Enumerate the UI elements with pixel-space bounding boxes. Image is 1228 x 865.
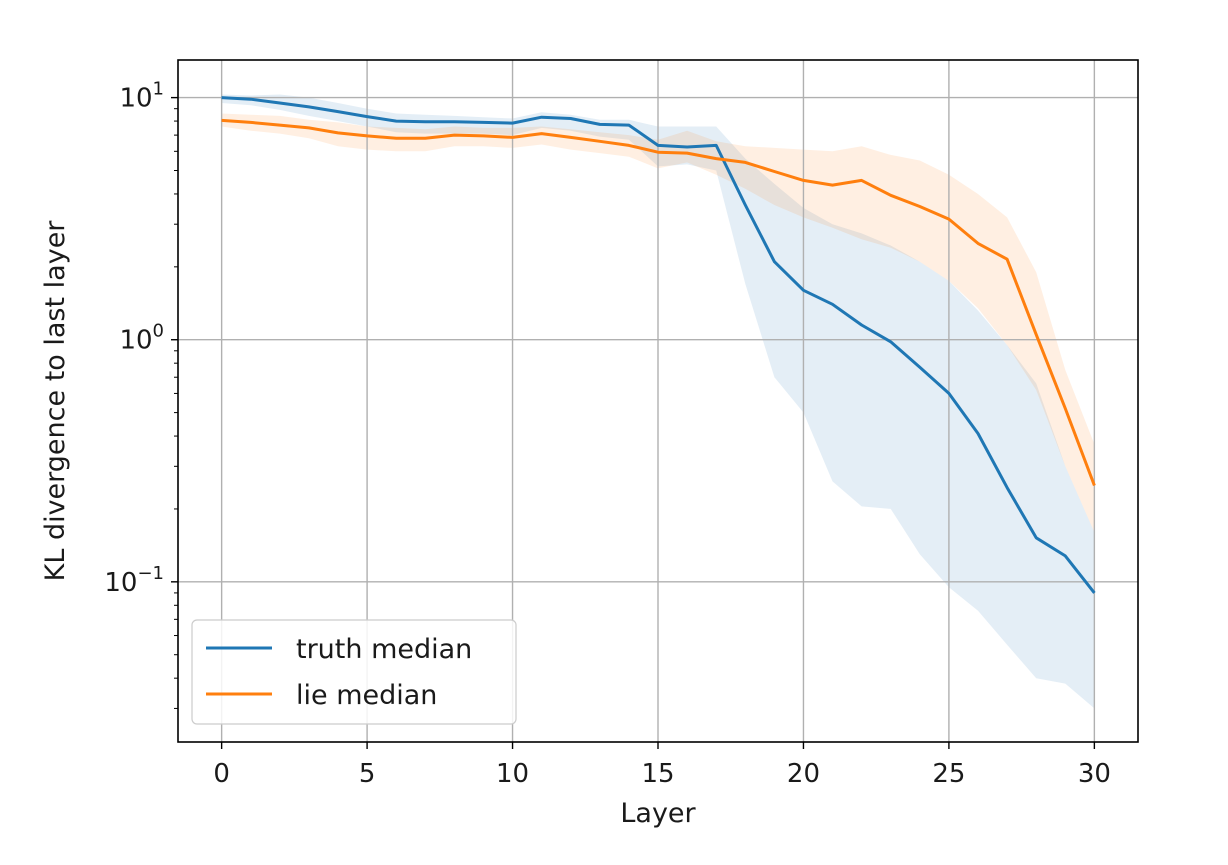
- y-tick-label: 101: [119, 79, 164, 114]
- y-axis-label: KL divergence to last layer: [40, 220, 71, 582]
- y-tick-label: 100: [119, 321, 164, 356]
- x-tick-label: 0: [213, 759, 230, 789]
- x-axis-ticks: 0 5 10 15 20 25 30: [213, 742, 1111, 789]
- x-tick-label: 20: [787, 759, 820, 789]
- line-truth-median: [221, 96, 1096, 594]
- y-axis-ticks: 101 100 10−1: [104, 79, 178, 709]
- band-truth: [221, 94, 1095, 709]
- line-lie-median: [221, 118, 1096, 487]
- legend-label-truth: truth median: [296, 634, 472, 665]
- legend-box: [191, 619, 517, 725]
- x-tick-label: 25: [932, 759, 965, 789]
- series-lines: [221, 96, 1096, 594]
- legend-label-lie: lie median: [296, 680, 437, 711]
- confidence-bands: [221, 94, 1095, 709]
- x-tick-label: 10: [496, 759, 529, 789]
- band-lie: [221, 113, 1095, 533]
- x-axis-label: Layer: [620, 798, 696, 829]
- x-tick-label: 15: [641, 759, 674, 789]
- grid-lines: [178, 60, 1138, 742]
- legend: truth median lie median: [191, 619, 517, 725]
- y-tick-label: 10−1: [104, 563, 164, 598]
- x-tick-label: 5: [359, 759, 376, 789]
- x-tick-label: 30: [1078, 759, 1111, 789]
